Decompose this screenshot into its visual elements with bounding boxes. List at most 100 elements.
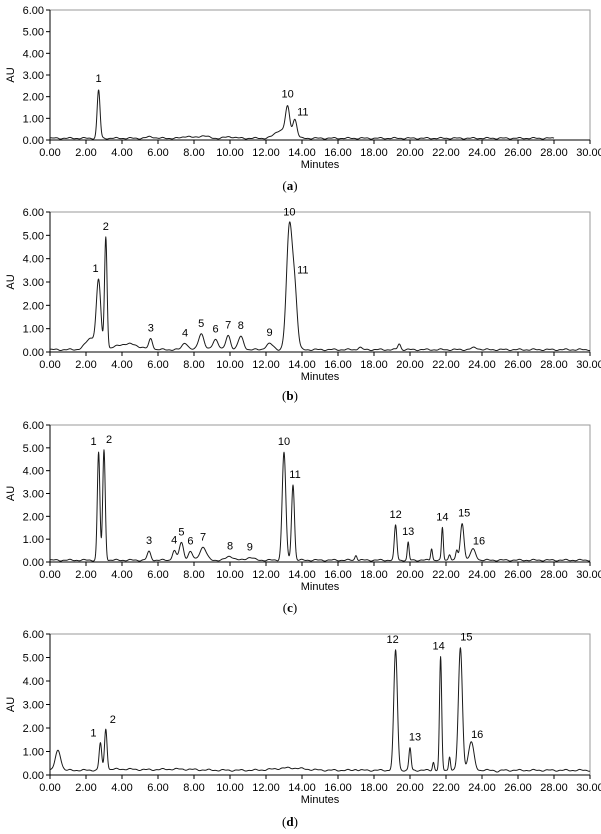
x-tick-label: 28.00 <box>540 569 568 581</box>
x-tick-label: 20.00 <box>396 569 424 581</box>
y-axis-title: AU <box>5 486 17 501</box>
peak-label: 4 <box>182 327 188 339</box>
x-tick-label: 28.00 <box>540 782 568 794</box>
x-tick-label: 22.00 <box>432 569 460 581</box>
panel-label: (d) <box>282 814 298 829</box>
y-tick-label: 5.00 <box>23 443 44 455</box>
peak-label: 10 <box>283 207 295 219</box>
y-tick-label: 2.00 <box>23 92 44 104</box>
peak-label: 13 <box>402 526 414 538</box>
plot-area <box>49 424 591 563</box>
x-tick-label: 2.00 <box>75 359 96 371</box>
x-tick-label: 4.00 <box>111 359 132 371</box>
peak-label: 15 <box>460 632 472 644</box>
x-tick-label: 16.00 <box>324 147 352 159</box>
x-tick-label: 4.00 <box>111 147 132 159</box>
y-tick-label: 0.00 <box>23 347 44 359</box>
peak-label: 8 <box>227 541 233 553</box>
chromatogram-trace <box>49 89 555 140</box>
peak-label: 6 <box>187 535 193 547</box>
peak-label: 11 <box>297 106 308 118</box>
peak-label: 16 <box>471 729 483 741</box>
x-tick-label: 0.00 <box>39 569 60 581</box>
peak-label: 7 <box>225 319 231 331</box>
x-tick-label: 4.00 <box>111 782 132 794</box>
x-tick-label: 14.00 <box>288 147 316 159</box>
x-tick-label: 22.00 <box>432 359 460 371</box>
peak-label: 12 <box>386 634 398 646</box>
x-tick-label: 6.00 <box>147 359 168 371</box>
peak-label: 13 <box>409 732 421 744</box>
peak-label: 11 <box>289 469 300 481</box>
y-tick-label: 2.00 <box>23 511 44 523</box>
x-tick-label: 8.00 <box>183 569 204 581</box>
x-tick-label: 28.00 <box>540 359 568 371</box>
peak-label: 5 <box>198 318 204 330</box>
x-tick-label: 0.00 <box>39 782 60 794</box>
y-tick-label: 6.00 <box>23 629 44 641</box>
peak-label: 10 <box>281 89 293 101</box>
y-tick-label: 2.00 <box>23 723 44 735</box>
x-tick-label: 2.00 <box>75 569 96 581</box>
peak-label: 16 <box>473 536 485 548</box>
x-axis-title: Minutes <box>301 794 340 806</box>
chromatogram-trace <box>49 647 591 773</box>
peak-label: 3 <box>146 535 152 547</box>
plot-area <box>49 633 591 776</box>
y-tick-label: 6.00 <box>23 207 44 219</box>
y-tick-label: 0.00 <box>23 770 44 782</box>
plot-area <box>49 211 591 353</box>
x-tick-label: 26.00 <box>504 569 532 581</box>
x-tick-label: 10.00 <box>216 147 244 159</box>
x-tick-label: 12.00 <box>252 782 280 794</box>
peak-label: 1 <box>93 263 99 275</box>
y-tick-label: 4.00 <box>23 254 44 266</box>
x-tick-label: 26.00 <box>504 359 532 371</box>
x-tick-label: 14.00 <box>288 782 316 794</box>
x-tick-label: 28.00 <box>540 147 568 159</box>
x-tick-label: 6.00 <box>147 569 168 581</box>
panel-b: 0.00 1.00 2.00 3.00 4.00 5.00 6.00 0.00 2.00 4.00… <box>5 207 601 403</box>
x-tick-label: 6.00 <box>147 782 168 794</box>
peak-label: 14 <box>436 511 448 523</box>
peak-label: 14 <box>432 641 444 653</box>
y-tick-label: 1.00 <box>23 534 44 546</box>
x-tick-label: 0.00 <box>39 359 60 371</box>
x-tick-label: 20.00 <box>396 359 424 371</box>
peak-label: 6 <box>213 323 219 335</box>
plot-area <box>49 9 591 141</box>
panel-c: 0.00 1.00 2.00 3.00 4.00 5.00 6.00 0.00 2.00 4.00… <box>5 420 601 615</box>
y-tick-label: 4.00 <box>23 676 44 688</box>
peak-label: 1 <box>96 73 102 85</box>
x-tick-label: 30.00 <box>576 147 601 159</box>
x-tick-label: 18.00 <box>360 782 388 794</box>
peak-label: 5 <box>178 526 184 538</box>
peak-label: 7 <box>200 531 206 543</box>
x-tick-label: 18.00 <box>360 359 388 371</box>
y-tick-label: 1.00 <box>23 324 44 336</box>
x-tick-label: 30.00 <box>576 569 601 581</box>
peak-label: 2 <box>103 221 109 233</box>
x-tick-label: 16.00 <box>324 569 352 581</box>
y-tick-label: 6.00 <box>23 420 44 432</box>
y-tick-label: 3.00 <box>23 700 44 712</box>
peak-label: 9 <box>267 327 273 339</box>
x-tick-label: 14.00 <box>288 569 316 581</box>
y-tick-label: 3.00 <box>23 70 44 82</box>
x-tick-label: 8.00 <box>183 359 204 371</box>
peak-label: 10 <box>278 436 290 448</box>
x-axis-title: Minutes <box>301 581 340 593</box>
x-tick-label: 24.00 <box>468 782 496 794</box>
peak-label: 11 <box>297 264 308 276</box>
x-tick-label: 26.00 <box>504 147 532 159</box>
y-tick-label: 6.00 <box>23 5 44 17</box>
x-tick-label: 24.00 <box>468 569 496 581</box>
y-tick-label: 4.00 <box>23 466 44 478</box>
y-tick-label: 2.00 <box>23 300 44 312</box>
peak-label: 1 <box>90 728 96 740</box>
y-tick-label: 4.00 <box>23 48 44 60</box>
x-tick-label: 12.00 <box>252 359 280 371</box>
x-tick-label: 14.00 <box>288 359 316 371</box>
x-tick-label: 4.00 <box>111 569 132 581</box>
